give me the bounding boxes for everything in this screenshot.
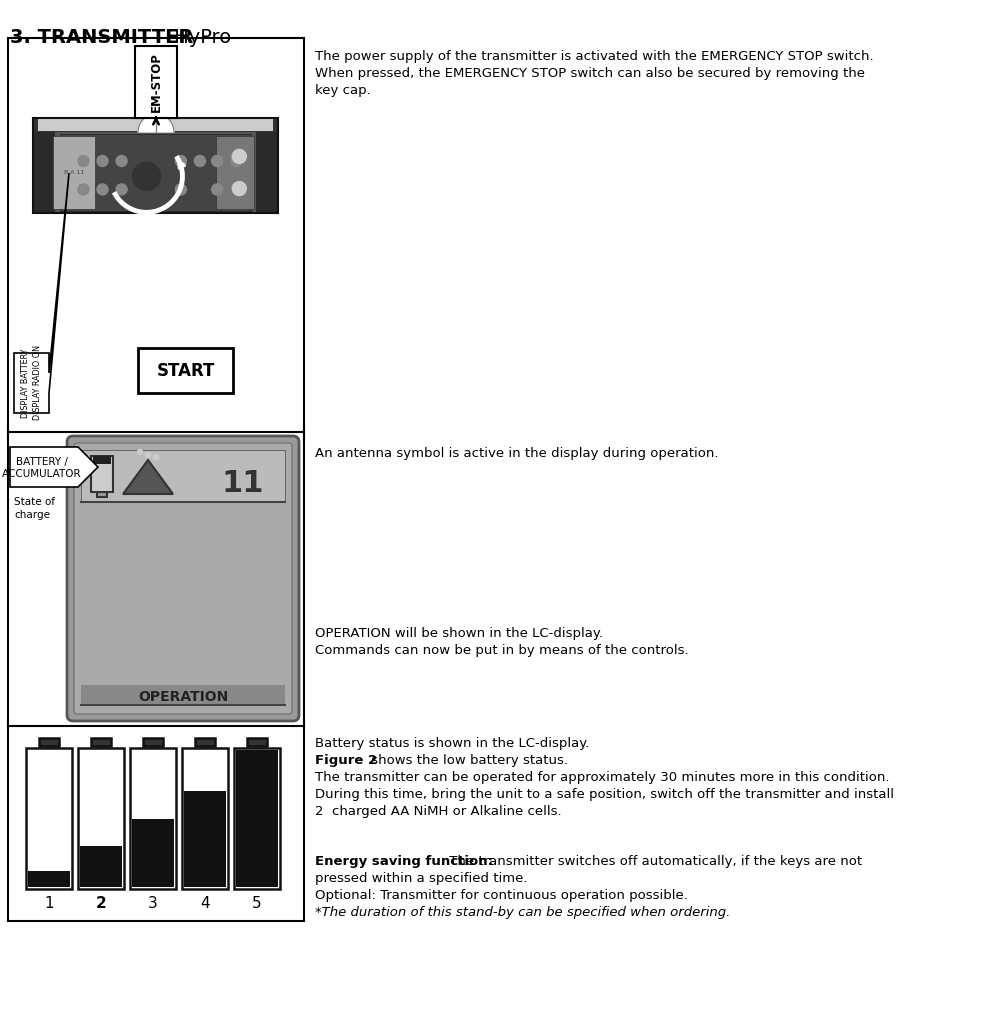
Text: Battery status is shown in the LC-display.: Battery status is shown in the LC-displa… bbox=[315, 737, 589, 750]
Polygon shape bbox=[137, 114, 174, 132]
Bar bbox=[33, 118, 55, 213]
Bar bbox=[247, 738, 267, 746]
Bar bbox=[80, 846, 122, 886]
Circle shape bbox=[176, 184, 187, 195]
Text: *The duration of this stand-by can be specified when ordering.: *The duration of this stand-by can be sp… bbox=[315, 906, 729, 920]
Text: 2  charged AA NiMH or Alkaline cells.: 2 charged AA NiMH or Alkaline cells. bbox=[315, 805, 561, 818]
Circle shape bbox=[78, 156, 89, 166]
Bar bbox=[91, 456, 113, 492]
Text: START: START bbox=[156, 361, 215, 380]
Text: State of: State of bbox=[14, 497, 55, 507]
Bar bbox=[8, 432, 304, 727]
Circle shape bbox=[231, 156, 242, 166]
Text: EM-STOP: EM-STOP bbox=[149, 52, 162, 111]
FancyBboxPatch shape bbox=[67, 436, 299, 721]
Text: 1: 1 bbox=[44, 896, 54, 910]
Text: 3. TRANSMITTER: 3. TRANSMITTER bbox=[10, 28, 194, 47]
FancyBboxPatch shape bbox=[74, 443, 292, 714]
Bar bbox=[217, 136, 254, 209]
Text: DISPLAY RADIO ON: DISPLAY RADIO ON bbox=[33, 346, 42, 420]
Text: shows the low battery status.: shows the low battery status. bbox=[367, 754, 568, 767]
Polygon shape bbox=[123, 460, 173, 494]
Circle shape bbox=[195, 156, 206, 166]
Bar bbox=[78, 748, 124, 889]
Circle shape bbox=[137, 450, 142, 454]
Text: ACCUMULATOR: ACCUMULATOR bbox=[2, 470, 81, 479]
Text: 4: 4 bbox=[200, 896, 210, 910]
Bar bbox=[256, 118, 278, 213]
Bar bbox=[236, 750, 278, 886]
Text: 11: 11 bbox=[222, 470, 264, 498]
Text: 2: 2 bbox=[95, 896, 106, 910]
Bar bbox=[33, 118, 278, 132]
Circle shape bbox=[176, 156, 187, 166]
Text: The power supply of the transmitter is activated with the EMERGENCY STOP switch.: The power supply of the transmitter is a… bbox=[315, 50, 873, 63]
Bar bbox=[93, 456, 111, 464]
Text: Energy saving function:: Energy saving function: bbox=[315, 854, 492, 868]
Circle shape bbox=[97, 184, 108, 195]
Text: pressed within a specified time.: pressed within a specified time. bbox=[315, 872, 527, 885]
Circle shape bbox=[232, 150, 246, 163]
Bar bbox=[195, 738, 215, 746]
Bar bbox=[234, 748, 280, 889]
Bar bbox=[184, 792, 226, 886]
Text: charge: charge bbox=[14, 510, 50, 520]
Polygon shape bbox=[14, 173, 69, 413]
Bar bbox=[26, 748, 72, 889]
Bar bbox=[142, 738, 163, 746]
Bar bbox=[97, 492, 107, 497]
Text: The transmitter can be operated for approximately 30 minutes more in this condit: The transmitter can be operated for appr… bbox=[315, 771, 889, 784]
Bar bbox=[138, 348, 234, 393]
Bar bbox=[53, 136, 95, 209]
Text: During this time, bring the unit to a safe position, switch off the transmitter : During this time, bring the unit to a sa… bbox=[315, 788, 893, 801]
Bar bbox=[134, 46, 177, 118]
Bar bbox=[182, 748, 228, 889]
Text: key cap.: key cap. bbox=[315, 84, 370, 97]
Text: HyPro: HyPro bbox=[168, 28, 231, 47]
Bar bbox=[38, 119, 273, 131]
Circle shape bbox=[132, 162, 160, 190]
Bar bbox=[90, 738, 111, 746]
Bar bbox=[129, 748, 176, 889]
Text: Figure 2: Figure 2 bbox=[315, 754, 377, 767]
Text: OPERATION will be shown in the LC-display.: OPERATION will be shown in the LC-displa… bbox=[315, 627, 603, 640]
Text: B A 11: B A 11 bbox=[64, 170, 84, 175]
Bar bbox=[81, 450, 285, 502]
Text: The transmitter switches off automatically, if the keys are not: The transmitter switches off automatical… bbox=[444, 854, 862, 868]
Text: BATTERY /: BATTERY / bbox=[16, 457, 68, 467]
Circle shape bbox=[97, 156, 108, 166]
Circle shape bbox=[78, 184, 89, 195]
Text: 3: 3 bbox=[148, 896, 157, 910]
Text: DISPLAY BATTERY: DISPLAY BATTERY bbox=[21, 349, 30, 418]
Polygon shape bbox=[10, 447, 98, 487]
Circle shape bbox=[116, 156, 127, 166]
Bar bbox=[8, 725, 304, 921]
Circle shape bbox=[116, 184, 127, 195]
Circle shape bbox=[145, 452, 150, 457]
Bar bbox=[38, 738, 59, 746]
Text: When pressed, the EMERGENCY STOP switch can also be secured by removing the: When pressed, the EMERGENCY STOP switch … bbox=[315, 67, 865, 80]
Bar bbox=[131, 818, 174, 886]
Text: Optional: Transmitter for continuous operation possible.: Optional: Transmitter for continuous ope… bbox=[315, 889, 687, 902]
Text: Commands can now be put in by means of the controls.: Commands can now be put in by means of t… bbox=[315, 644, 688, 657]
Bar bbox=[60, 134, 251, 211]
Text: An antenna symbol is active in the display during operation.: An antenna symbol is active in the displ… bbox=[315, 447, 718, 460]
Text: OPERATION: OPERATION bbox=[137, 690, 228, 704]
Bar bbox=[33, 118, 278, 213]
Bar bbox=[55, 118, 256, 213]
Text: 5: 5 bbox=[252, 896, 262, 910]
Circle shape bbox=[232, 182, 246, 195]
Circle shape bbox=[212, 184, 223, 195]
Bar bbox=[8, 38, 304, 433]
Circle shape bbox=[212, 156, 223, 166]
Bar bbox=[28, 871, 70, 886]
Circle shape bbox=[153, 454, 158, 459]
Bar bbox=[81, 685, 285, 705]
